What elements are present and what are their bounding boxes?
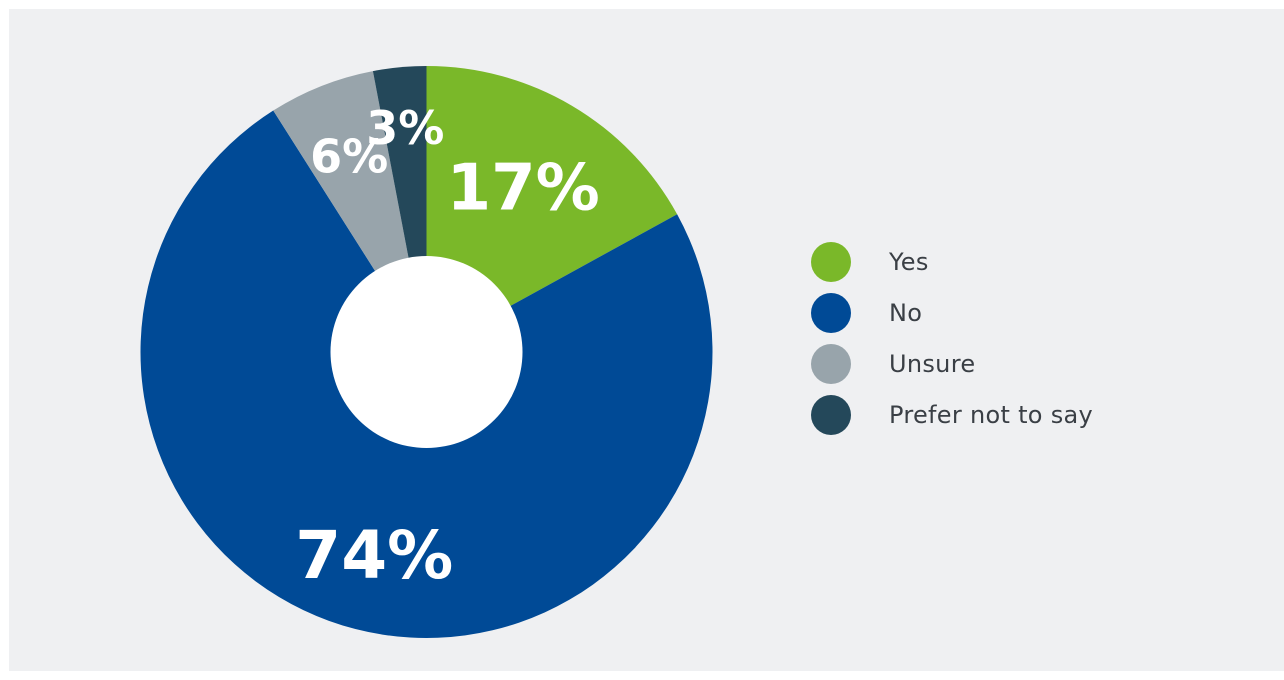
slice-labels: 17% 74% 6%3%	[295, 101, 600, 594]
slice-value-label: 74%	[295, 517, 453, 594]
legend-label: No	[889, 299, 923, 327]
legend-swatch	[811, 242, 851, 282]
legend-label: Unsure	[889, 350, 976, 378]
donut-hole	[330, 256, 523, 448]
legend-item: Prefer not to say	[811, 395, 1093, 435]
slice-value-label: 3%	[366, 101, 444, 155]
slice-value-label: 17%	[447, 151, 600, 225]
legend-swatch	[811, 344, 851, 384]
legend-item: Yes	[811, 242, 1093, 282]
legend-label: Prefer not to say	[889, 401, 1094, 429]
slice-value-label: 6%	[310, 130, 388, 184]
legend-item: Unsure	[811, 344, 1093, 384]
chart-legend: Yes No Unsure Prefer not to say	[811, 242, 1093, 446]
legend-label: Yes	[889, 248, 929, 276]
legend-swatch	[811, 395, 851, 435]
legend-item: No	[811, 293, 1093, 333]
legend-swatch	[811, 293, 851, 333]
